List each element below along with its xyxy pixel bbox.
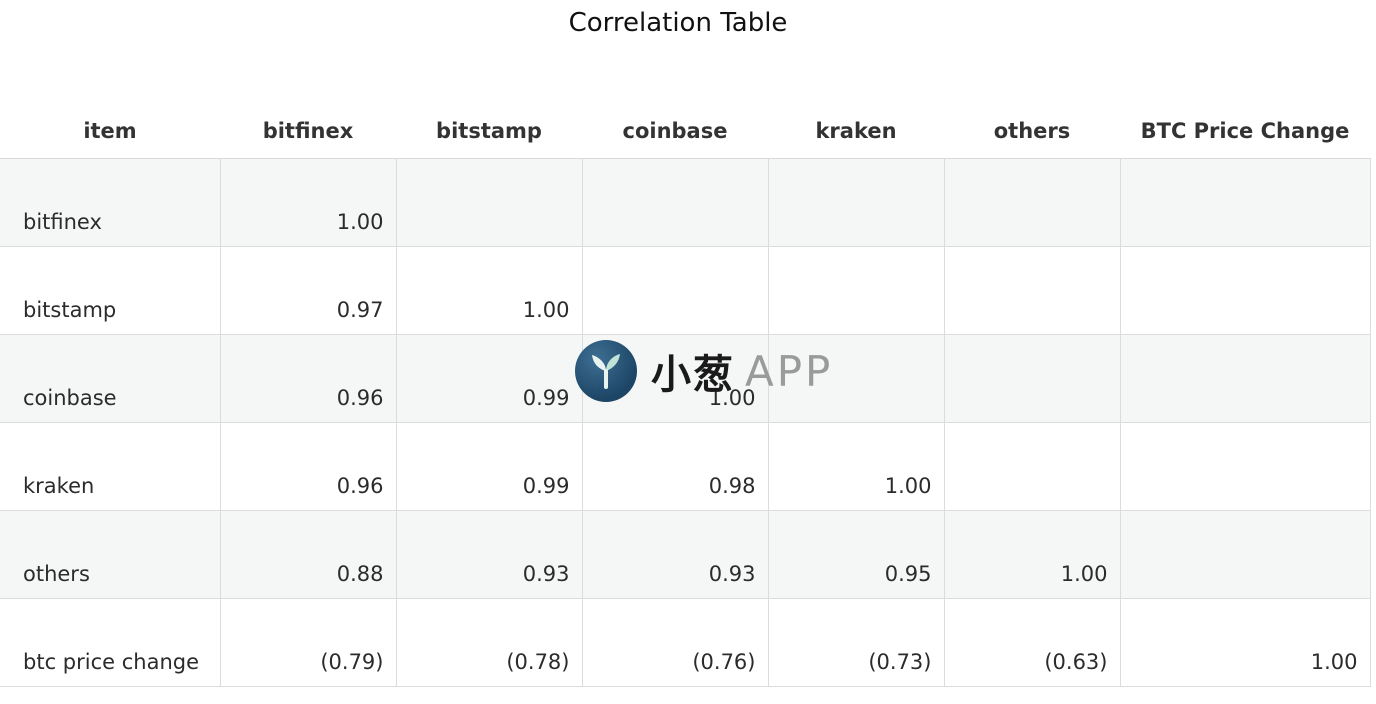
table-cell xyxy=(1119,246,1371,335)
row-label: kraken xyxy=(0,422,220,511)
table-cell xyxy=(1119,334,1371,423)
table-cell: (0.78) xyxy=(395,598,582,687)
header-bitstamp: bitstamp xyxy=(396,104,582,159)
table-cell: 1.00 xyxy=(395,246,582,335)
table-cell xyxy=(581,158,768,247)
table-cell xyxy=(943,422,1120,511)
header-item: item xyxy=(0,104,220,159)
table-row: bitstamp 0.97 1.00 xyxy=(0,246,1371,335)
table-row: bitfinex 1.00 xyxy=(0,158,1371,247)
table-body: bitfinex 1.00 bitstamp 0.97 1.00 coinbase 0.96… xyxy=(0,158,1371,687)
table-cell: 1.00 xyxy=(943,510,1120,599)
table-row: btc price change (0.79) (0.78) (0.76) (0.73)… xyxy=(0,598,1371,687)
chart-title: Correlation Table xyxy=(568,8,788,38)
table-cell: 0.97 xyxy=(219,246,396,335)
table-cell xyxy=(767,246,944,335)
row-label: btc price change xyxy=(0,598,220,687)
table-cell xyxy=(767,158,944,247)
header-row: item bitfinex bitstamp coinbase kraken o… xyxy=(0,104,1370,159)
header-others: others xyxy=(944,104,1120,159)
table-row: coinbase 0.96 0.99 1.00 xyxy=(0,334,1371,423)
header-coinbase: coinbase xyxy=(582,104,768,159)
table-cell xyxy=(581,246,768,335)
table-row: others 0.88 0.93 0.93 0.95 1.00 xyxy=(0,510,1371,599)
table-cell: 0.96 xyxy=(219,334,396,423)
table-cell: 0.93 xyxy=(581,510,768,599)
table-row: kraken 0.96 0.99 0.98 1.00 xyxy=(0,422,1371,511)
table-cell: (0.76) xyxy=(581,598,768,687)
table-cell xyxy=(767,334,944,423)
table-cell: 0.88 xyxy=(219,510,396,599)
table-cell: 0.99 xyxy=(395,422,582,511)
table-cell xyxy=(943,246,1120,335)
table-cell: 0.95 xyxy=(767,510,944,599)
table-cell: 1.00 xyxy=(581,334,768,423)
table-cell: (0.79) xyxy=(219,598,396,687)
table-cell xyxy=(943,158,1120,247)
row-label: bitfinex xyxy=(0,158,220,247)
row-label: coinbase xyxy=(0,334,220,423)
header-kraken: kraken xyxy=(768,104,944,159)
table-cell xyxy=(395,158,582,247)
table-cell: 0.96 xyxy=(219,422,396,511)
table-cell: (0.63) xyxy=(943,598,1120,687)
table-cell xyxy=(1119,422,1371,511)
table-cell: (0.73) xyxy=(767,598,944,687)
row-label: others xyxy=(0,510,220,599)
table-cell xyxy=(943,334,1120,423)
table-cell: 0.98 xyxy=(581,422,768,511)
header-btc-price-change: BTC Price Change xyxy=(1120,104,1370,159)
table-cell xyxy=(1119,510,1371,599)
table-cell: 1.00 xyxy=(767,422,944,511)
table-cell: 0.93 xyxy=(395,510,582,599)
table-cell: 0.99 xyxy=(395,334,582,423)
row-label: bitstamp xyxy=(0,246,220,335)
correlation-table: item bitfinex bitstamp coinbase kraken o… xyxy=(0,104,1371,687)
table-cell xyxy=(1119,158,1371,247)
header-bitfinex: bitfinex xyxy=(220,104,396,159)
table-cell: 1.00 xyxy=(219,158,396,247)
table-cell: 1.00 xyxy=(1119,598,1371,687)
